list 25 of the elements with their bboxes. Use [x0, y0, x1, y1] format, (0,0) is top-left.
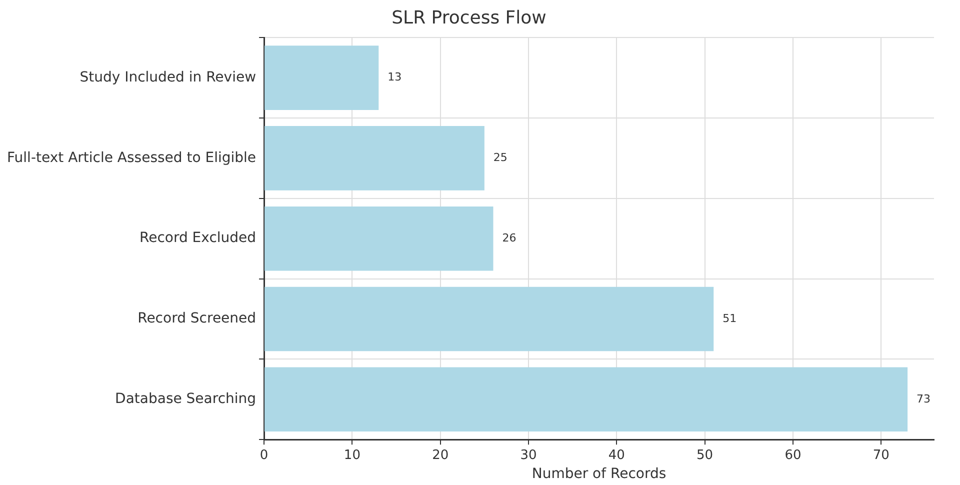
bar	[264, 286, 714, 352]
x-tick-label: 50	[696, 448, 714, 463]
bar	[264, 367, 908, 432]
x-tick-label: 30	[520, 448, 537, 463]
bar	[264, 126, 484, 190]
x-tick-label: 20	[432, 448, 449, 463]
data-label: 26	[502, 231, 516, 244]
x-axis-title: Number of Records	[532, 466, 666, 482]
y-tick-label: Database Searching	[115, 391, 256, 408]
x-tick-label: 10	[344, 448, 360, 463]
x-tick-label: 0	[260, 448, 268, 463]
bar	[264, 46, 379, 110]
x-tick-label: 70	[872, 448, 890, 463]
chart-title: SLR Process Flow	[392, 7, 546, 28]
y-tick-label: Study Included in Review	[80, 69, 256, 86]
bar	[264, 206, 494, 271]
y-tick-label: Full-text Article Assessed to Eligible	[7, 150, 256, 166]
x-tick-label: 60	[784, 448, 802, 463]
data-label: 25	[493, 151, 508, 164]
data-label: 13	[388, 70, 402, 84]
data-label: 51	[722, 312, 737, 325]
y-tick-label: Record Screened	[138, 310, 256, 327]
data-label: 73	[916, 392, 931, 406]
y-tick-label: Record Excluded	[139, 230, 256, 246]
x-tick-label: 40	[608, 448, 625, 463]
